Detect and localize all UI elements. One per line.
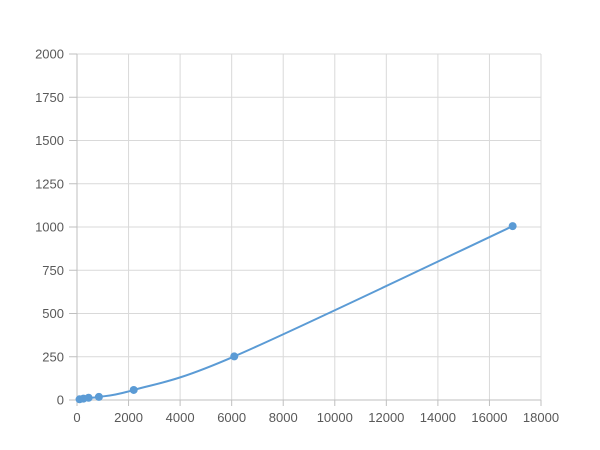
x-tick-label: 0 — [73, 410, 80, 425]
gridlines — [77, 53, 542, 400]
tick-labels: 0 2000 4000 6000 8000 10000 12000 14000 16000 180… — [35, 47, 559, 426]
y-tick-label: 250 — [42, 349, 64, 364]
x-tick-label: 10000 — [317, 410, 353, 425]
data-point-marker — [508, 222, 517, 231]
x-tick-label: 2000 — [114, 410, 143, 425]
x-tick-label: 4000 — [166, 410, 195, 425]
data-point-marker — [129, 385, 138, 394]
y-tick-label: 0 — [57, 393, 64, 408]
x-tick-label: 14000 — [420, 410, 456, 425]
data-point-marker — [230, 352, 239, 361]
x-tick-label: 12000 — [368, 410, 404, 425]
x-tick-label: 8000 — [269, 410, 298, 425]
x-tick-label: 18000 — [523, 410, 559, 425]
series-line-standard-curve — [78, 225, 514, 401]
y-tick-label: 750 — [42, 263, 64, 278]
data-point-marker — [94, 392, 103, 401]
x-tick-label: 6000 — [217, 410, 246, 425]
data-series — [75, 222, 517, 404]
y-tick-label: 1500 — [35, 133, 64, 148]
data-point-marker — [84, 393, 93, 402]
y-tick-label: 2000 — [35, 47, 64, 62]
y-tick-label: 1000 — [35, 220, 64, 235]
axes — [69, 53, 542, 406]
y-tick-label: 500 — [42, 306, 64, 321]
x-tick-label: 16000 — [471, 410, 507, 425]
y-tick-label: 1750 — [35, 90, 64, 105]
y-tick-label: 1250 — [35, 176, 64, 191]
